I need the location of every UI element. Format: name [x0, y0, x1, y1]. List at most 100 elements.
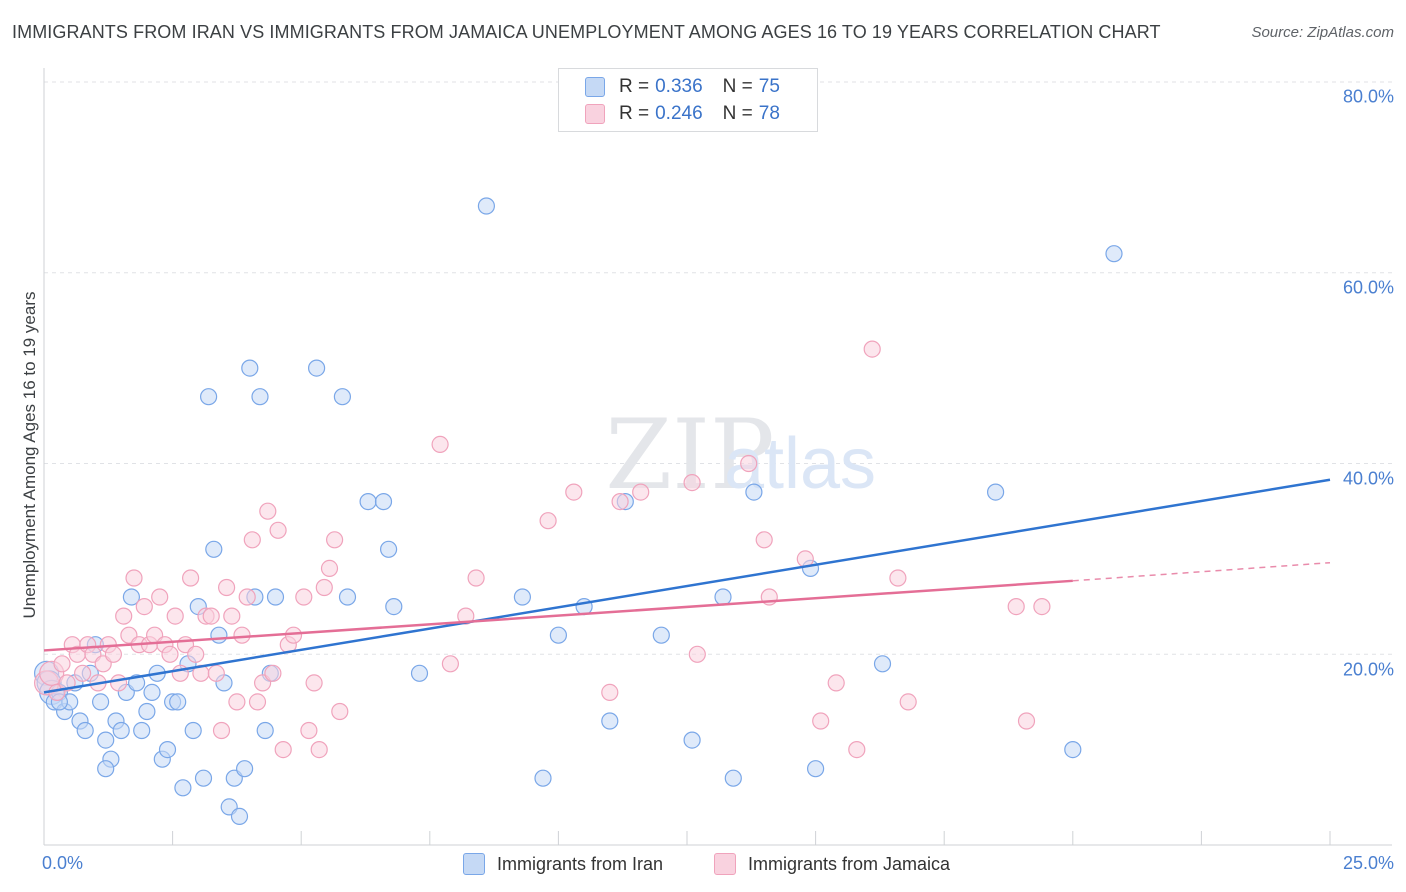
- iran-point: [549, 626, 568, 644]
- jamaica-point: [457, 607, 475, 625]
- bottom-legend-swatch-iran: [463, 853, 485, 875]
- jamaica-point: [326, 531, 344, 549]
- iran-point: [169, 693, 187, 711]
- jamaica-point: [315, 578, 333, 597]
- iran-point: [97, 760, 115, 778]
- jamaica-point: [284, 626, 303, 644]
- jamaica-point: [274, 740, 292, 759]
- iran-point: [251, 388, 269, 406]
- bottom-legend-label-iran: Immigrants from Iran: [497, 853, 664, 874]
- iran-point: [534, 769, 552, 787]
- jamaica-point: [632, 483, 650, 501]
- iran-point: [601, 712, 619, 730]
- iran-point: [256, 721, 274, 740]
- legend-n-value-iran: 75: [758, 76, 780, 97]
- jamaica-point: [202, 607, 220, 625]
- iran-point: [1064, 740, 1082, 759]
- jamaica-point: [166, 607, 184, 625]
- iran-point: [200, 388, 218, 406]
- jamaica-point: [683, 474, 701, 492]
- iran-point: [513, 588, 532, 606]
- jamaica-point: [135, 597, 153, 616]
- iran-point: [236, 760, 254, 778]
- y-tick-label-80: 80.0%: [1342, 86, 1394, 107]
- jamaica-point: [295, 588, 313, 606]
- legend-row-iran: R = 0.336 N = 75: [585, 75, 780, 99]
- jamaica-point: [1033, 597, 1051, 616]
- iran-point: [133, 721, 151, 740]
- x-tick-label-max: 25.0%: [1342, 853, 1394, 873]
- iran-point: [122, 588, 140, 606]
- iran-point: [724, 769, 742, 787]
- iran-point: [745, 483, 763, 501]
- jamaica-point: [601, 683, 619, 702]
- iran-point: [477, 197, 495, 215]
- jamaica-point: [688, 645, 706, 663]
- jamaica-point: [243, 531, 261, 549]
- iran-point: [338, 588, 357, 606]
- jamaica-point: [1017, 712, 1036, 730]
- jamaica-point: [305, 674, 323, 692]
- chart-title: IMMIGRANTS FROM IRAN VS IMMIGRANTS FROM …: [12, 22, 1161, 42]
- iran-point: [873, 655, 892, 673]
- iran-point: [266, 588, 285, 606]
- iran-point: [194, 769, 213, 787]
- jamaica-point: [104, 645, 123, 663]
- jamaica-point: [812, 712, 830, 730]
- iran-point: [374, 493, 393, 511]
- correlation-legend: R = 0.336 N = 75 R = 0.246 N = 78: [558, 68, 818, 132]
- legend-n-label: N =: [722, 103, 753, 124]
- jamaica-point: [238, 588, 256, 606]
- iran-point: [410, 664, 429, 682]
- legend-n-value-jamaica: 78: [758, 103, 780, 124]
- iran-point: [97, 731, 115, 749]
- bottom-legend-jamaica: Immigrants from Jamaica: [714, 852, 950, 876]
- data-points: [33, 197, 1123, 826]
- jamaica-point: [151, 588, 169, 606]
- iran-point: [1105, 245, 1123, 263]
- legend-swatch-jamaica: [585, 104, 605, 124]
- y-tick-label-60: 60.0%: [1342, 277, 1394, 298]
- jamaica-point: [889, 569, 907, 587]
- iran-point: [380, 540, 398, 558]
- iran-point: [143, 683, 161, 702]
- iran-point: [205, 540, 223, 558]
- iran-point: [112, 721, 130, 740]
- jamaica-point: [269, 521, 287, 539]
- jamaica-point: [565, 483, 583, 501]
- jamaica-point: [228, 693, 246, 711]
- iran-point: [652, 626, 670, 644]
- iran-point: [76, 721, 94, 740]
- iran-point: [986, 483, 1005, 501]
- jamaica-point: [109, 674, 128, 692]
- jamaica-point: [310, 740, 328, 759]
- legend-r-label: R =: [619, 76, 650, 97]
- iran-point: [333, 388, 351, 406]
- iran-point: [806, 760, 825, 778]
- jamaica-point: [899, 693, 917, 711]
- jamaica-point: [320, 559, 339, 578]
- jamaica-point: [863, 340, 881, 358]
- iran-point: [683, 731, 701, 749]
- iran-point: [91, 693, 110, 711]
- legend-r-label: R =: [619, 103, 650, 124]
- legend-r-value-jamaica: 0.246: [655, 103, 703, 124]
- jamaica-point: [248, 693, 267, 711]
- jamaica-trendline: [43, 579, 1073, 652]
- iran-point: [308, 359, 326, 377]
- jamaica-point: [441, 655, 459, 673]
- jamaica-point: [212, 721, 231, 740]
- jamaica-trendline-extension: [1072, 561, 1331, 582]
- trend-lines: [43, 478, 1331, 694]
- y-axis-title: Unemployment Among Ages 16 to 19 years: [20, 291, 39, 619]
- iran-point: [184, 721, 202, 740]
- legend-n-label: N =: [722, 76, 753, 97]
- jamaica-point: [223, 607, 241, 625]
- iran-point: [359, 493, 377, 511]
- chart-source: Source: ZipAtlas.com: [1251, 24, 1394, 41]
- iran-point: [385, 597, 403, 616]
- jamaica-point: [125, 569, 143, 587]
- jamaica-point: [539, 512, 557, 530]
- jamaica-point: [827, 674, 845, 692]
